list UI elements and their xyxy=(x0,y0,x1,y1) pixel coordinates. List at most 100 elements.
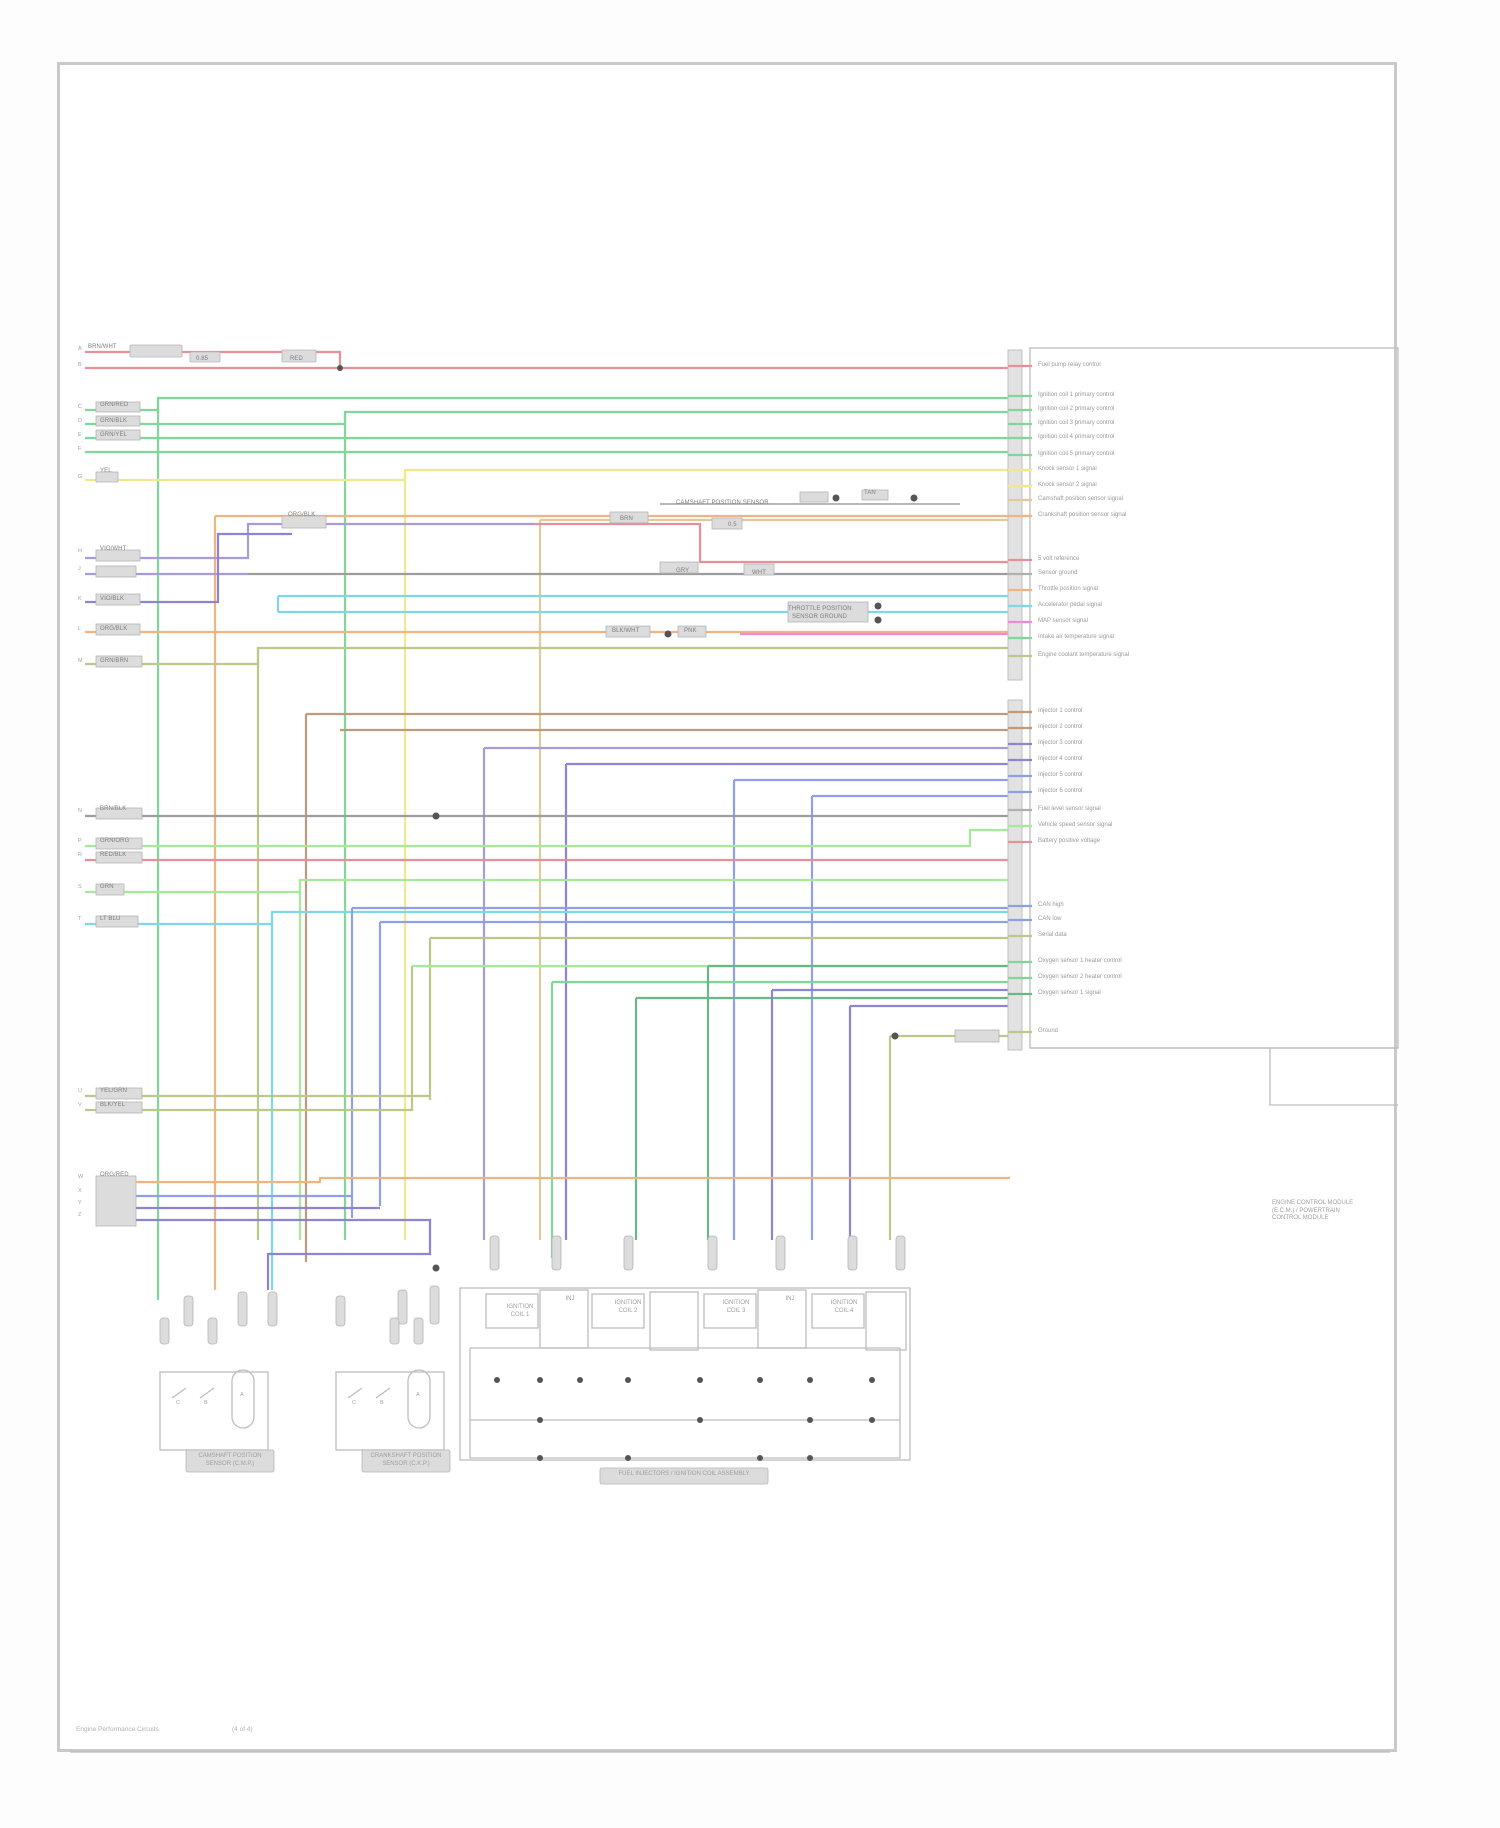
wire-code-label: ORG/BLK xyxy=(100,626,128,632)
wire-group-fuel-pump xyxy=(85,344,1016,371)
left-terminal-pin-p: P xyxy=(78,838,82,844)
footer-page-number: (4 of 4) xyxy=(232,1726,253,1733)
wire-code-label: GRN/ORG xyxy=(100,838,130,844)
left-terminal-pin-f: F xyxy=(78,446,82,452)
wire-code-label: ORG/BLK xyxy=(288,512,316,518)
ecm-module-caption: ENGINE CONTROL MODULE (E.C.M.) / POWERTR… xyxy=(1272,1200,1354,1221)
wire-code-label: GRN/BRN xyxy=(100,658,129,664)
ecm-pin-description: Sensor ground xyxy=(1038,570,1078,576)
wire-code-label: GRN/BLK xyxy=(100,418,128,424)
ecm-pin-description: Accelerator pedal signal xyxy=(1038,602,1103,608)
ecm-pin-description: Knock sensor 2 signal xyxy=(1038,482,1097,488)
sensor-terminal-letter: C xyxy=(352,1400,356,1406)
ecm-pin-description: Ground xyxy=(1038,1028,1059,1034)
ecm-pin-description: Ignition coil 1 primary control xyxy=(1038,392,1115,398)
wire-code-label: BRN/BLK xyxy=(100,806,127,812)
wire-code-label: LT BLU xyxy=(100,916,121,922)
ecm-pin-description: Injector 4 control xyxy=(1038,756,1083,762)
left-terminal-pin-h: H xyxy=(78,548,82,554)
wire-code-label: TAN xyxy=(864,490,876,496)
wire-group-reference-ground xyxy=(85,515,1010,624)
ecm-pin-description: Injector 5 control xyxy=(1038,772,1083,778)
left-terminal-pin-n: N xyxy=(78,808,82,814)
ecm-pin-description: Intake air temperature signal xyxy=(1038,634,1115,640)
wire-code-label: YEL/GRN xyxy=(100,1088,128,1094)
ecm-pin-description: Fuel pump relay control xyxy=(1038,362,1101,368)
ecm-pin-description: Vehicle speed sensor signal xyxy=(1038,822,1113,828)
terminal-dots xyxy=(494,1377,875,1461)
ecm-pin-description: Injector 2 control xyxy=(1038,724,1083,730)
wire-code-label: BRN/WHT xyxy=(88,344,117,350)
ecm-pin-description: Serial data xyxy=(1038,932,1067,938)
ecm-pin-description: CAN low xyxy=(1038,916,1062,922)
ecm-pin-description: Ignition coil 4 primary control xyxy=(1038,434,1115,440)
wire-code-label: CAMSHAFT POSITION SENSOR xyxy=(676,500,769,506)
sensor-terminal-letter: B xyxy=(204,1400,208,1406)
sensor-terminal-letter: A xyxy=(416,1392,420,1398)
left-terminal-pin-t: T xyxy=(78,916,82,922)
wire-code-label: BRN xyxy=(620,516,633,522)
ecm-pin-description: Ignition coil 3 primary control xyxy=(1038,420,1115,426)
ecm-pin-description: Knock sensor 1 signal xyxy=(1038,466,1097,472)
left-terminal-pin-y: Y xyxy=(78,1200,82,1206)
ecm-pin-description: Engine coolant temperature signal xyxy=(1038,652,1130,658)
wire-code-label: 0.5 xyxy=(728,522,737,528)
ecm-pin-description: Fuel level sensor signal xyxy=(1038,806,1101,812)
wire-code-label: THROTTLE POSITION xyxy=(788,606,852,612)
wire-code-label: GRN/YEL xyxy=(100,432,128,438)
left-terminal-pin-d: D xyxy=(78,418,82,424)
component-drop-wires xyxy=(159,1235,906,1345)
wire-group-mid-bus xyxy=(85,807,1012,864)
wire-code-label: PNK xyxy=(684,628,697,634)
wire-group-ignition-coils xyxy=(85,396,1010,1300)
wire-code-label: GRN xyxy=(100,884,114,890)
left-terminal-pin-e: E xyxy=(78,432,82,438)
ecm-pin-description: Camshaft position sensor signal xyxy=(1038,496,1124,502)
wire-group-o2-heaters xyxy=(550,964,1010,1258)
ecm-pin-description: Injector 6 control xyxy=(1038,788,1083,794)
wire-code-label: SENSOR GROUND xyxy=(792,614,847,620)
left-terminal-pin-a: A xyxy=(78,346,82,352)
wire-code-label: VIO/WHT xyxy=(100,546,127,552)
left-terminal-pin-u: U xyxy=(78,1088,82,1094)
wire-code-label: RED/BLK xyxy=(100,852,127,858)
left-terminal-pin-b: B xyxy=(78,362,82,368)
coil-injector-label: INJ xyxy=(785,1296,795,1302)
ecm-pin-description: Oxygen sensor 1 heater control xyxy=(1038,958,1122,964)
coil-injector-label: IGNITION COIL 4 xyxy=(830,1300,858,1314)
injector-assembly-caption: FUEL INJECTORS / IGNITION COIL ASSEMBLY xyxy=(618,1471,750,1477)
cmp-sensor-caption: CAMSHAFT POSITION SENSOR (C.M.P.) xyxy=(198,1453,262,1467)
left-terminal-pin-c: C xyxy=(78,404,82,410)
left-terminal-pin-g: G xyxy=(78,474,83,480)
wire-code-label: YEL xyxy=(100,468,112,474)
wire-code-label: ORG/RED xyxy=(100,1172,129,1178)
coil-injector-label: IGNITION COIL 2 xyxy=(614,1300,642,1314)
left-terminal-pin-v: V xyxy=(78,1102,82,1108)
ecm-pin-description: Battery positive voltage xyxy=(1038,838,1101,844)
left-terminal-pin-r: R xyxy=(78,852,82,858)
ecm-pin-description: Throttle position signal xyxy=(1038,586,1099,592)
left-terminal-pin-k: K xyxy=(78,596,82,602)
sensor-terminal-letter: A xyxy=(240,1392,244,1398)
coil-injector-label: IGNITION COIL 1 xyxy=(506,1304,534,1318)
wire-code-label: RED xyxy=(290,356,303,362)
ecm-pin-description: Ignition coil 5 primary control xyxy=(1038,451,1115,457)
wire-code-label: GRY xyxy=(676,568,690,574)
wire-code-label: BLK/YEL xyxy=(100,1102,126,1108)
wire-group-knock-sensor xyxy=(85,468,1010,1240)
footer-title: Engine Performance Circuits xyxy=(76,1726,159,1733)
left-terminal-pin-s: S xyxy=(78,884,82,890)
wire-code-label: 0.85 xyxy=(196,356,209,362)
left-terminal-pin-w: W xyxy=(78,1174,84,1180)
ecm-pin-description: Crankshaft position sensor signal xyxy=(1038,512,1127,518)
wire-group-lower-signals xyxy=(85,878,1010,1290)
ecm-pin-description: 5 volt reference xyxy=(1038,556,1080,562)
coil-injector-label: IGNITION COIL 3 xyxy=(722,1300,750,1314)
wire-code-label: BLK/WHT xyxy=(612,628,640,634)
left-terminal-pin-l: L xyxy=(78,626,82,632)
ecm-pin-description: CAN high xyxy=(1038,902,1064,908)
wire-code-label: GRN/RED xyxy=(100,402,129,408)
left-terminal-pin-m: M xyxy=(78,658,83,664)
